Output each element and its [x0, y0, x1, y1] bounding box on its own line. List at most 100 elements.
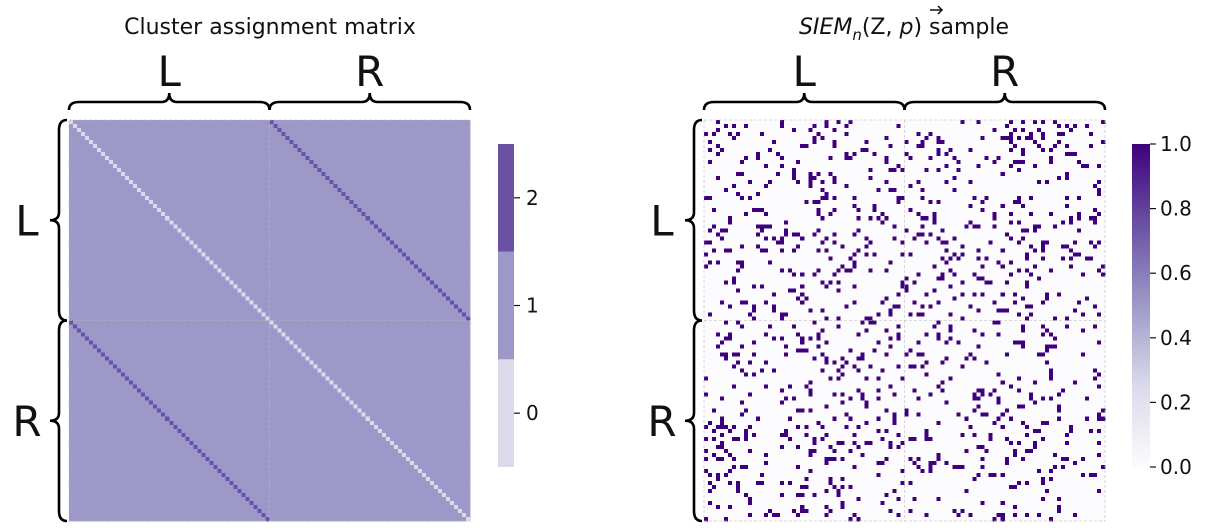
left-cell [129, 308, 134, 313]
left-cell [413, 132, 419, 137]
left-cell [129, 212, 134, 217]
left-cell [281, 128, 286, 133]
left-cell [293, 304, 298, 309]
left-cell [261, 168, 266, 173]
left-cell [77, 128, 82, 133]
left-cell [109, 184, 114, 189]
left-cell [177, 268, 182, 273]
left-cell [249, 308, 254, 313]
left-cell [405, 208, 411, 213]
left-cell [221, 128, 226, 133]
left-cell [201, 144, 206, 149]
left-cell [353, 152, 359, 157]
left-cell [341, 172, 347, 177]
left-cell [297, 268, 302, 273]
left-cell [157, 208, 162, 213]
left-cell [345, 160, 351, 165]
left-cell [161, 256, 166, 261]
left-cell [309, 136, 314, 141]
left-cell [177, 276, 182, 281]
left-cell [381, 120, 387, 125]
left-cell [309, 124, 314, 129]
left-cell [345, 300, 351, 305]
left-cell [413, 224, 419, 229]
left-cell [245, 132, 250, 137]
left-cell [145, 212, 150, 217]
left-cell [349, 288, 355, 293]
left-cell [193, 196, 198, 201]
left-cell [325, 124, 330, 129]
left-cell [81, 304, 86, 309]
left-cell [233, 200, 238, 205]
left-cell [81, 144, 86, 149]
left-cell [301, 152, 306, 157]
left-cell [189, 188, 194, 193]
left-cell [125, 204, 130, 209]
left-cell [429, 148, 435, 153]
left-cell [325, 160, 330, 165]
left-cell [269, 148, 274, 153]
left-cell [449, 240, 455, 245]
left-cell [293, 152, 298, 157]
left-cell [333, 168, 339, 173]
left-cell [373, 200, 379, 205]
left-cell [193, 236, 198, 241]
left-cell [385, 292, 391, 297]
left-cell [441, 180, 447, 185]
left-cell [197, 192, 202, 197]
left-cell [373, 264, 379, 269]
left-cell [157, 248, 162, 253]
left-cell [121, 304, 126, 309]
left-cell [257, 176, 262, 181]
left-cell [429, 232, 435, 237]
left-cell [113, 184, 118, 189]
left-cell [309, 216, 314, 221]
left-cell [193, 208, 198, 213]
left-cell [345, 128, 351, 133]
left-cell [457, 256, 463, 261]
left-cell [389, 224, 395, 229]
left-cell [133, 296, 138, 301]
left-cell [241, 308, 246, 313]
left-cell [301, 144, 306, 149]
left-cell [229, 160, 234, 165]
left-cell [401, 120, 407, 125]
left-cell [385, 208, 391, 213]
left-cell [305, 244, 310, 249]
left-cell [109, 176, 114, 181]
left-cell [177, 300, 182, 305]
left-cell [169, 252, 174, 257]
left-cell [361, 260, 367, 265]
left-cell [273, 204, 278, 209]
left-cell [329, 148, 335, 153]
left-cell [145, 208, 150, 213]
left-cell [441, 292, 447, 297]
left-cell [401, 160, 407, 165]
left-cell [357, 140, 363, 145]
left-cell [69, 232, 74, 237]
left-cell [425, 228, 431, 233]
left-cell [105, 144, 110, 149]
left-cell [249, 172, 254, 177]
left-cell [273, 276, 278, 281]
left-cell [121, 316, 126, 321]
left-cell [245, 304, 250, 309]
left-cell [389, 260, 395, 265]
left-cell [349, 200, 355, 205]
left-cell [117, 160, 122, 165]
left-cell [113, 144, 118, 149]
left-cell [293, 140, 298, 145]
left-cell [225, 244, 230, 249]
left-cell [425, 140, 431, 145]
left-cell [241, 148, 246, 153]
left-cell [125, 236, 130, 241]
left-cell [385, 248, 391, 253]
left-cell [133, 136, 138, 141]
left-cell [109, 208, 114, 213]
left-cell [145, 240, 150, 245]
left-cell [241, 232, 246, 237]
left-cell [421, 264, 427, 269]
left-cell [149, 224, 154, 229]
left-cell [409, 316, 415, 321]
left-cell [109, 188, 114, 193]
